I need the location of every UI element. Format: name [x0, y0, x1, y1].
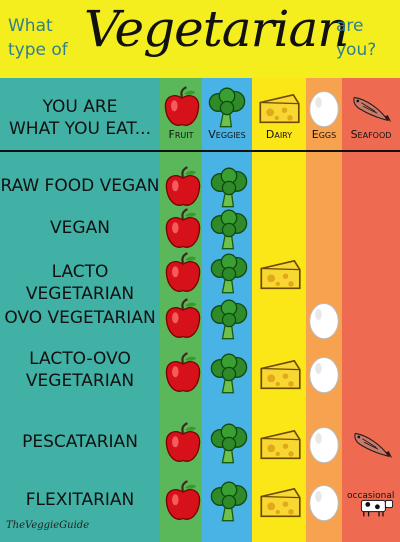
header-left-top: What [8, 16, 53, 36]
row-label: LACTO-OVO VEGETARIAN [0, 348, 160, 392]
cheese-icon [258, 422, 302, 466]
row-label: LACTO VEGETARIAN [0, 261, 160, 305]
apple-icon [161, 480, 205, 524]
apple-icon [161, 298, 205, 342]
cheese-icon [258, 480, 302, 524]
cheese-icon [258, 252, 302, 296]
row-label: RAW FOOD VEGAN [0, 175, 160, 197]
apple-icon [161, 352, 205, 396]
header-left-bottom: type of [8, 40, 68, 60]
column-header-dairy: Dairy [265, 128, 293, 141]
fish-cow-icon [350, 494, 400, 534]
broccoli-icon [207, 480, 251, 524]
egg-icon [302, 352, 346, 396]
row-label-line1: VEGAN [50, 218, 110, 238]
row-label: FLEXITARIAN [0, 489, 160, 511]
cheese-icon [257, 86, 301, 130]
row-label-line1: FLEXITARIAN [25, 490, 135, 510]
broccoli-icon [207, 252, 251, 296]
row-label-line1: OVO VEGETARIAN [4, 308, 156, 328]
egg-icon [302, 298, 346, 342]
broccoli-icon [205, 86, 249, 130]
egg-icon [302, 480, 346, 524]
apple-icon [161, 252, 205, 296]
row-label-line1: RAW FOOD VEGAN [0, 176, 160, 196]
legend-label-line2: WHAT YOU EAT... [8, 119, 151, 139]
egg-icon [302, 86, 346, 130]
legend-label-line1: YOU ARE [42, 97, 118, 117]
broccoli-icon [207, 422, 251, 466]
row-label: OVO VEGETARIAN [0, 307, 160, 329]
header-banner: What type of Vegetarian are you? [0, 0, 400, 78]
legend-label: YOU ARE WHAT YOU EAT... [0, 96, 160, 140]
occasional-note: occasional [347, 491, 395, 501]
cheese-icon [258, 352, 302, 396]
fish-icon [350, 422, 394, 466]
broccoli-icon [207, 166, 251, 210]
row-label-line1: LACTO VEGETARIAN [25, 262, 135, 304]
header-right-top: are [336, 16, 364, 36]
egg-icon [302, 422, 346, 466]
row-label: PESCATARIAN [0, 431, 160, 453]
apple-icon [161, 166, 205, 210]
broccoli-icon [207, 298, 251, 342]
column-dairy [252, 78, 306, 542]
column-header-veggies: Veggies [208, 128, 246, 141]
fish-icon [349, 86, 393, 130]
page-title: Vegetarian [84, 0, 350, 58]
row-label: VEGAN [0, 217, 160, 239]
row-label-line2: VEGETARIAN [25, 371, 135, 391]
column-header-seafood: Seafood [350, 128, 392, 141]
header-divider [0, 150, 400, 152]
row-label-line1: LACTO-OVO [29, 349, 131, 369]
apple-icon [161, 422, 205, 466]
row-label-column [0, 78, 160, 542]
footer-logo: TheVeggieGuide [6, 520, 90, 531]
apple-icon [161, 208, 205, 252]
header-right-bottom: you? [336, 40, 377, 60]
broccoli-icon [207, 208, 251, 252]
column-header-fruit: Fruit [168, 128, 194, 141]
row-label-line1: PESCATARIAN [22, 432, 138, 452]
broccoli-icon [207, 352, 251, 396]
apple-icon [160, 86, 204, 130]
column-seafood [342, 78, 400, 542]
column-header-eggs: Eggs [311, 128, 337, 141]
